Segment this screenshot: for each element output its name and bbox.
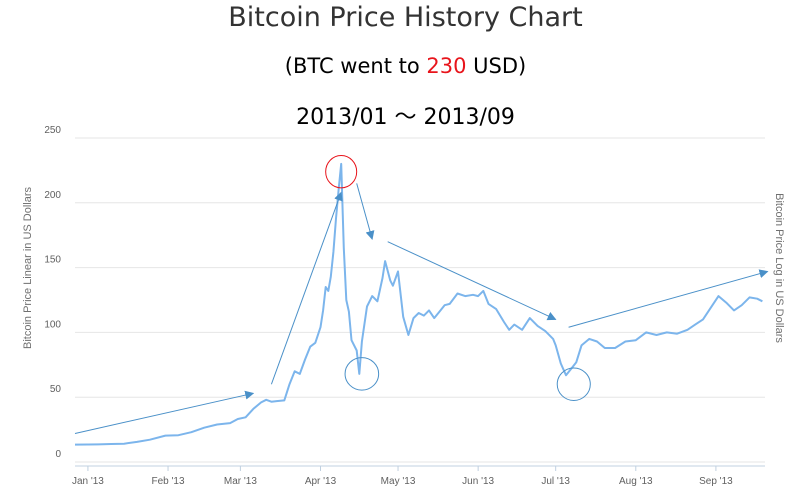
- y-tick-label: 0: [55, 449, 61, 460]
- y-tick-label: 50: [50, 384, 62, 395]
- trend-arrow: [74, 390, 255, 434]
- x-axis-ticks: Jan '13 Feb '13 Mar '13 Apr '13 May '13 Jun '…: [72, 466, 733, 487]
- x-tick-label: Apr '13: [305, 476, 337, 487]
- x-tick-label: Jul '13: [541, 476, 570, 487]
- peak-circle: [325, 154, 358, 189]
- x-tick-label: Mar '13: [224, 476, 257, 487]
- x-tick-label: Sep '13: [699, 476, 733, 487]
- trend-arrow: [356, 183, 375, 240]
- chart-subtitle: (BTC went to 230 USD): [0, 54, 811, 78]
- y-axis-title-left: Bitcoin Price Linear in US Dollars: [22, 186, 34, 349]
- trough-circle: [344, 357, 380, 391]
- x-tick-label: Aug '13: [619, 476, 653, 487]
- subtitle-highlight-value: 230: [426, 54, 467, 78]
- trend-arrow: [568, 269, 769, 328]
- trend-arrow: [387, 241, 557, 321]
- annotation-layer: [74, 154, 769, 434]
- price-series-line: [74, 162, 763, 446]
- y-axis-title-right: Bitcoin Price Log in US Dollars: [773, 193, 785, 343]
- x-tick-label: Jan '13: [72, 476, 104, 487]
- date-range-label: 2013/01 〜 2013/09: [296, 105, 515, 130]
- x-tick-label: May '13: [381, 476, 416, 487]
- y-tick-label: 200: [44, 190, 61, 201]
- y-tick-label: 100: [44, 319, 61, 330]
- subtitle-prefix: (BTC went to: [284, 54, 427, 78]
- y-axis-ticks: 0 50 100 150 200 250: [44, 125, 61, 460]
- trough-circle: [556, 367, 591, 401]
- x-tick-label: Feb '13: [152, 476, 185, 487]
- subtitle-suffix: USD): [466, 54, 527, 78]
- grid-lines: [75, 137, 765, 467]
- x-tick-label: Jun '13: [462, 476, 494, 487]
- y-tick-label: 150: [44, 255, 61, 266]
- chart-title: Bitcoin Price History Chart: [228, 2, 583, 33]
- trend-arrow: [270, 191, 343, 385]
- y-tick-label: 250: [44, 125, 61, 136]
